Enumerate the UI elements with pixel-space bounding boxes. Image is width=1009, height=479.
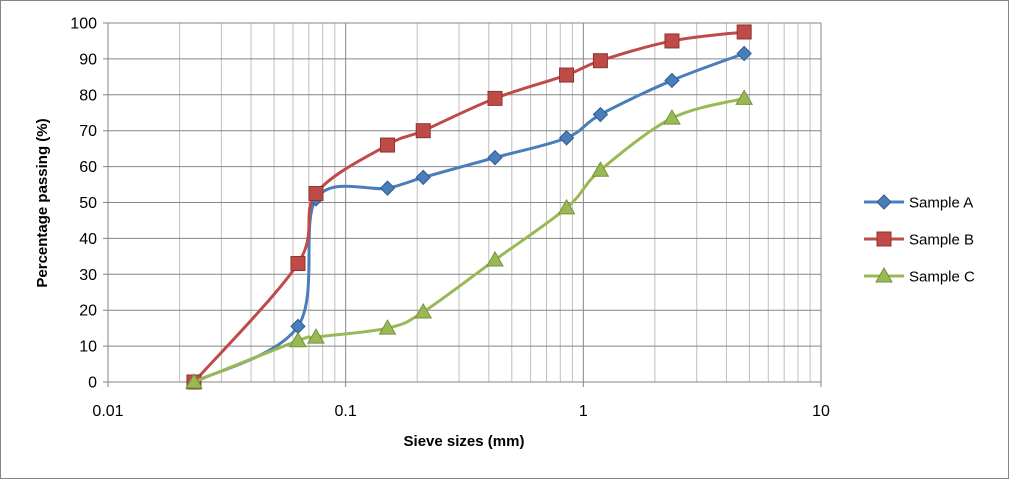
data-point-triangle xyxy=(414,302,433,319)
data-point-diamond xyxy=(558,130,575,146)
series-line xyxy=(193,52,745,384)
data-point-triangle xyxy=(735,89,754,105)
y-tick-label: 100 xyxy=(70,16,97,33)
data-point-square xyxy=(592,53,608,69)
data-point-square xyxy=(380,137,396,153)
data-point-square xyxy=(736,24,752,40)
legend: Sample A Sample B Sample C xyxy=(864,194,975,286)
y-tick-label: 50 xyxy=(79,195,97,212)
y-axis-title: Percentage passing (%) xyxy=(34,118,51,287)
data-point-square xyxy=(559,67,575,83)
data-point-diamond xyxy=(487,149,503,166)
data-point-square xyxy=(308,186,324,202)
data-point-diamond xyxy=(379,180,396,196)
legend-entry: Sample A xyxy=(864,194,973,212)
data-point-diamond xyxy=(415,169,431,186)
legend-label: Sample B xyxy=(909,232,974,249)
data-point-diamond xyxy=(736,45,752,62)
data-point-square xyxy=(664,33,680,49)
series-sample-b xyxy=(186,24,752,390)
legend-entry: Sample B xyxy=(864,231,974,249)
x-tick-label: 0.01 xyxy=(92,403,123,420)
y-tick-label: 80 xyxy=(79,87,97,104)
data-point-triangle xyxy=(378,319,397,335)
data-point-triangle xyxy=(557,198,576,215)
data-point-triangle xyxy=(185,372,203,389)
x-tick-label: 1 xyxy=(579,403,588,420)
legend-marker-triangle xyxy=(875,266,893,283)
data-point-triangle xyxy=(486,250,504,267)
data-point-square xyxy=(487,90,503,106)
series-sample-c xyxy=(185,89,754,389)
data-point-diamond xyxy=(592,106,609,123)
data-point-triangle xyxy=(663,109,681,125)
x-tick-label: 10 xyxy=(812,403,830,420)
y-tick-label: 20 xyxy=(79,303,97,320)
axis-layer: 0 10 20 30 40 50 60 70 80 90 100 0.01 0.1 1 10 xyxy=(70,16,830,421)
y-tick-label: 70 xyxy=(79,123,97,140)
data-point-triangle xyxy=(307,328,325,344)
legend-marker-diamond xyxy=(876,194,892,210)
legend-entry: Sample C xyxy=(864,266,975,286)
y-tick-label: 30 xyxy=(79,267,97,284)
y-tick-label: 0 xyxy=(88,375,97,392)
series-layer xyxy=(185,24,754,390)
data-point-triangle xyxy=(591,161,610,177)
y-tick-label: 40 xyxy=(79,231,97,248)
data-point-square xyxy=(290,256,306,272)
y-tick-label: 10 xyxy=(79,339,97,356)
data-point-triangle xyxy=(289,331,307,348)
data-point-square xyxy=(415,123,431,139)
y-tick-label: 60 xyxy=(79,159,97,176)
series-line xyxy=(192,30,745,383)
y-tick-label: 90 xyxy=(79,51,97,68)
legend-marker-square xyxy=(876,231,892,247)
x-tick-label: 0.1 xyxy=(335,403,357,420)
legend-label: Sample C xyxy=(909,269,975,286)
series-line xyxy=(193,96,745,384)
data-point-diamond xyxy=(664,72,680,89)
legend-label: Sample A xyxy=(909,195,973,212)
x-axis-title: Sieve sizes (mm) xyxy=(404,433,525,450)
